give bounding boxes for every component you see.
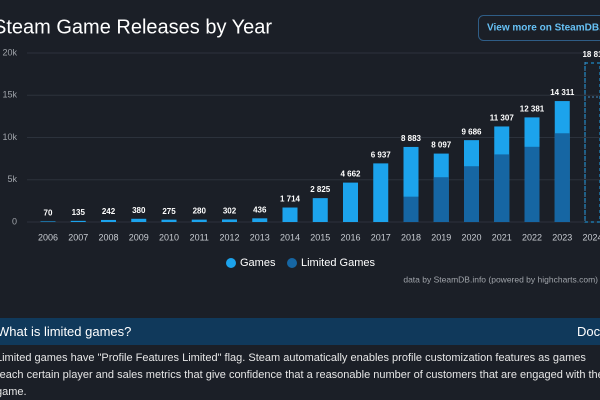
x-tick-label: 2020: [461, 232, 481, 242]
data-label: 380: [132, 206, 146, 215]
x-tick-label: 2014: [280, 232, 300, 242]
x-tick-label: 2006: [38, 232, 58, 242]
data-label: 8 883: [401, 134, 422, 143]
data-label: 280: [193, 207, 207, 216]
bar: [222, 219, 237, 222]
bar: [433, 177, 449, 222]
button-frame[interactable]: [478, 15, 600, 41]
x-tick-label: 2013: [250, 232, 270, 242]
bar: [464, 166, 479, 222]
x-tick-label: 2016: [340, 232, 360, 242]
x-tick-label: 2018: [401, 232, 421, 242]
chart-title: Steam Game Releases by Year: [0, 16, 272, 38]
x-tick-label: 2021: [492, 232, 512, 242]
data-label: 12 381: [520, 104, 545, 113]
x-tick-label: 2012: [219, 232, 239, 242]
x-tick-label: 2023: [552, 232, 572, 242]
bar: [101, 219, 116, 222]
data-label: 14 311: [550, 88, 575, 97]
bar: [40, 221, 56, 222]
x-tick-label: 2009: [129, 232, 149, 242]
x-tick-label: 2015: [310, 232, 330, 242]
y-tick-label: 10k: [2, 132, 17, 142]
x-tick-label: 2024: [582, 232, 600, 242]
bar: [161, 219, 177, 222]
legend-label: Limited Games: [301, 257, 375, 269]
x-tick-label: 2010: [159, 232, 179, 242]
paragraph: Limited games have "Profile Features Lim…: [0, 352, 600, 398]
data-label: 2 825: [310, 185, 331, 194]
data-label: 70: [44, 209, 53, 218]
credit: data by SteamDB.info (powered by highcha…: [403, 274, 598, 284]
bar: [312, 198, 328, 222]
data-label: 6 937: [371, 150, 392, 159]
button[interactable]: View more on SteamDB.info: [487, 23, 600, 34]
bar: [252, 218, 268, 222]
x-tick-label: 2022: [522, 232, 542, 242]
data-label: 302: [223, 207, 237, 216]
chart: Steam Game Releases by Year View more on…: [0, 15, 600, 284]
bar: [191, 219, 207, 222]
data-label: 9 686: [461, 127, 482, 136]
legend-marker: [226, 258, 236, 268]
section-title: What is limited games?: [0, 324, 132, 339]
data-label: 11 307: [490, 114, 515, 123]
x-tick-label: 2017: [371, 232, 391, 242]
data-label: 1 714: [280, 195, 301, 204]
bar: [494, 154, 510, 222]
bar: [403, 196, 419, 222]
data-label: 18 81: [582, 50, 600, 59]
y-tick-label: 5k: [7, 174, 17, 184]
bar: [584, 62, 600, 223]
y-tick-label: 20k: [2, 47, 17, 57]
bar: [70, 220, 86, 222]
bar: [282, 207, 298, 222]
data-label: 242: [102, 207, 116, 216]
docs-link[interactable]: Docs: [577, 324, 600, 339]
y-tick-label: 15k: [2, 90, 17, 100]
legend-label: Games: [240, 257, 276, 269]
x-tick-label: 2007: [68, 232, 88, 242]
y-tick-label: 0: [12, 216, 17, 226]
bar: [131, 218, 147, 222]
x-tick-label: 2019: [431, 232, 451, 242]
bar: [524, 146, 540, 222]
data-label: 436: [253, 205, 267, 214]
bar: [343, 182, 358, 222]
x-tick-label: 2011: [190, 232, 209, 242]
bar: [554, 133, 570, 222]
legend-marker: [287, 258, 297, 268]
data-label: 275: [162, 207, 176, 216]
data-label: 135: [72, 208, 86, 217]
data-label: 8 097: [431, 141, 452, 150]
section-header: What is limited games? Docs: [0, 318, 600, 345]
bar: [373, 163, 389, 222]
data-label: 4 662: [340, 170, 361, 179]
x-tick-label: 2008: [98, 232, 118, 242]
